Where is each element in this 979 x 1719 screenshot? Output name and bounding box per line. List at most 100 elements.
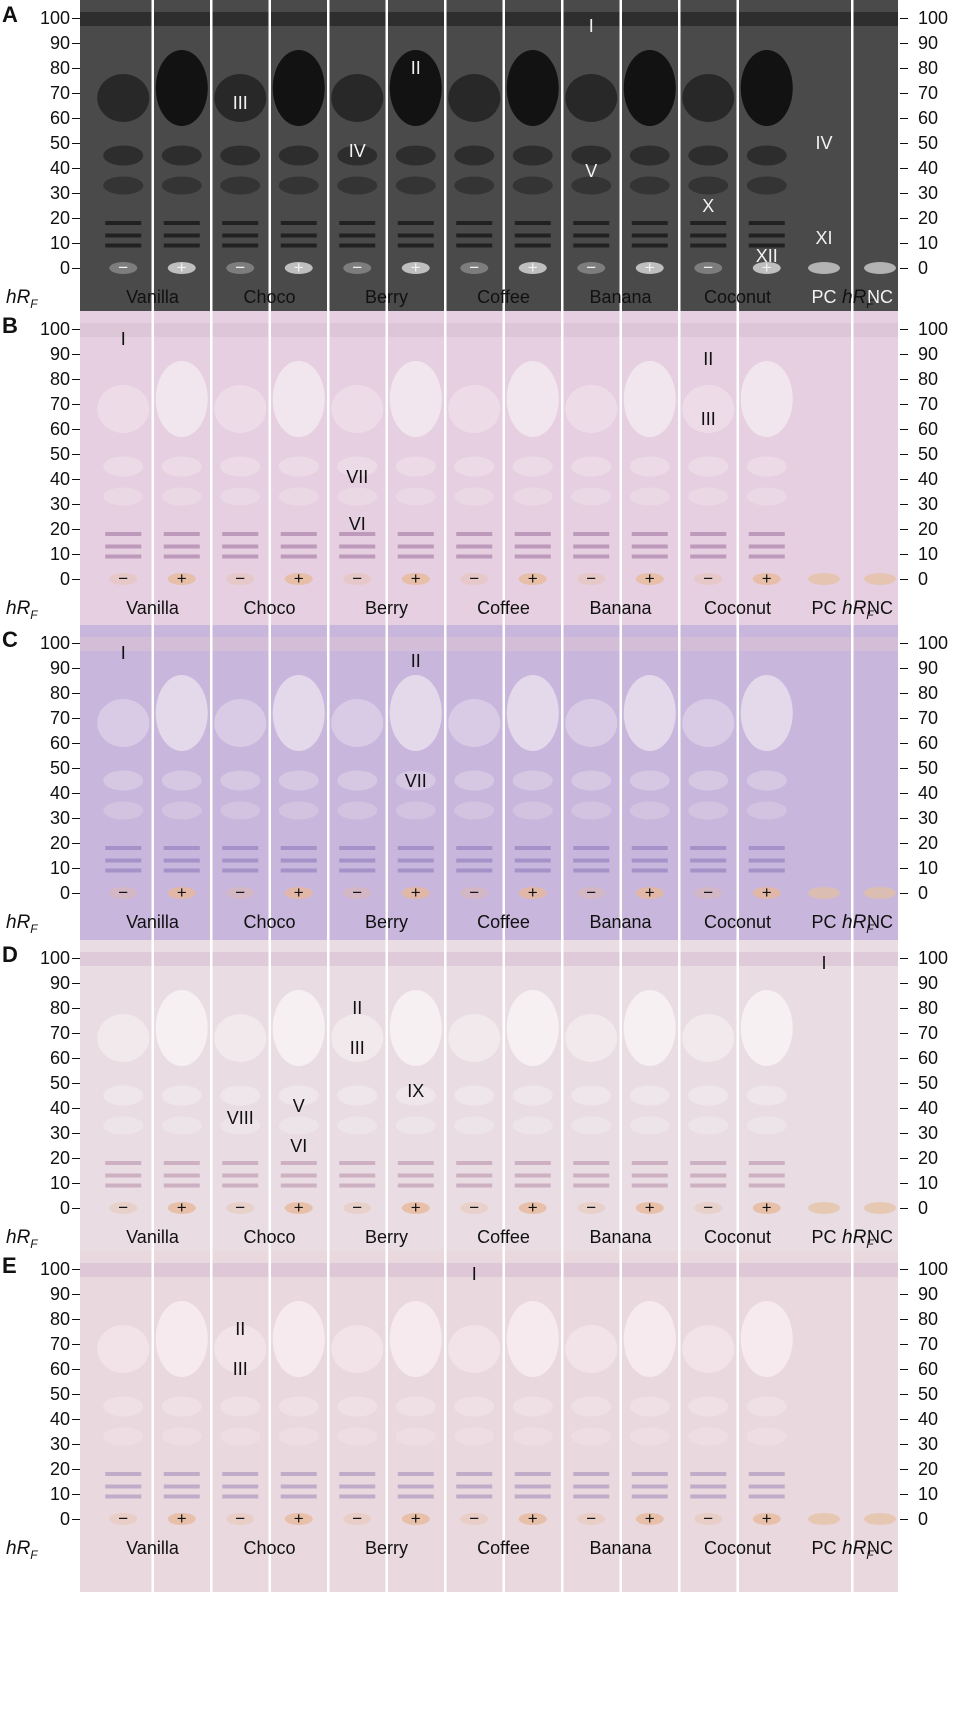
panel-letter: C [2,627,18,652]
tick-mark [900,1133,908,1134]
hrf-label-left: hRF [6,1538,38,1562]
tick-label-left: 30 [49,1123,70,1143]
tick-mark [72,843,80,844]
tick-mark [900,1269,908,1270]
plus-sign: + [176,258,187,277]
tick-label-left: 50 [49,758,70,778]
tick-mark [900,118,908,119]
plate-image [80,940,898,1281]
tick-mark [900,1083,908,1084]
tick-label-left: 90 [49,33,70,53]
tick-mark [900,1294,908,1295]
tick-mark [72,1294,80,1295]
tick-label-right: 60 [918,108,939,128]
tick-mark [900,329,908,330]
tick-label-right: 0 [918,258,929,278]
tick-mark [900,479,908,480]
plus-sign: + [293,569,304,588]
hrf-label-right: hRF [842,1538,874,1562]
tick-label-right: 80 [918,58,939,78]
lane-label: PC [811,1538,837,1558]
tick-mark [900,68,908,69]
tick-mark [72,429,80,430]
tick-label-left: 30 [49,1434,70,1454]
tick-mark [72,404,80,405]
plus-sign: + [410,1509,421,1528]
tick-label-left: 40 [49,158,70,178]
lane-label: Coconut [703,287,772,307]
lane-label: Vanilla [126,598,179,618]
tick-label-right: 20 [918,519,939,539]
tick-label-left: 40 [49,1409,70,1429]
tick-mark [900,268,908,269]
tick-mark [72,868,80,869]
tick-mark [72,668,80,669]
tick-mark [72,1083,80,1084]
plus-sign: + [176,883,187,902]
tick-mark [72,1444,80,1445]
tick-label-right: 90 [918,344,939,364]
panel-E: E 100 100 90 90 80 80 70 70 60 60 50 50 40 40 30 30 20 20 1… [0,1251,979,1592]
minus-sign: − [118,1198,129,1217]
compound-label: IX [407,1080,425,1101]
tick-label-right: 30 [918,1434,939,1454]
lane-label: Berry [364,598,408,618]
lane-label: Banana [589,287,652,307]
tick-label-right: 20 [918,833,939,853]
tick-mark [72,743,80,744]
tick-label-left: 70 [49,83,70,103]
tick-mark [900,1394,908,1395]
tick-label-right: 90 [918,33,939,53]
tick-label-left: 100 [39,319,70,339]
tick-label-left: 20 [49,1148,70,1168]
tick-label-right: 40 [918,158,939,178]
plus-sign: + [176,1509,187,1528]
plate-image [80,1251,898,1592]
tick-label-left: 10 [49,233,70,253]
lane-label: Banana [589,1538,652,1558]
tick-mark [900,554,908,555]
tick-label-right: 30 [918,494,939,514]
tick-label-left: 30 [49,494,70,514]
tick-mark [900,868,908,869]
minus-sign: − [469,1509,480,1528]
lane-label: PC [811,1227,837,1247]
tick-label-left: 60 [49,419,70,439]
minus-sign: − [703,883,714,902]
tick-mark [72,1058,80,1059]
tick-label-left: 100 [39,8,70,28]
plus-sign: + [527,569,538,588]
compound-label: IV [815,133,833,153]
panel-letter: A [2,2,18,27]
plus-sign: + [761,258,772,277]
tick-mark [900,818,908,819]
tick-mark [72,768,80,769]
compound-label: II [410,650,421,671]
tick-mark [900,18,908,19]
minus-sign: − [469,1198,480,1217]
minus-sign: − [352,1509,363,1528]
tick-label-left: 70 [49,394,70,414]
hrf-label-left: hRF [6,912,38,936]
tick-mark [900,579,908,580]
tick-mark [900,354,908,355]
lane-label: NC [867,598,893,618]
plus-sign: + [410,569,421,588]
tick-mark [900,743,908,744]
tick-mark [72,1269,80,1270]
tick-mark [900,93,908,94]
tick-label-left: 10 [49,858,70,878]
lane-label: Coconut [703,1227,772,1247]
tick-label-right: 90 [918,1284,939,1304]
minus-sign: − [586,258,597,277]
tick-label-left: 90 [49,973,70,993]
tick-mark [72,1008,80,1009]
tick-mark [900,768,908,769]
tick-label-right: 0 [918,569,929,589]
lane-label: Vanilla [126,1538,179,1558]
lane-label: Vanilla [126,1227,179,1247]
plate-image [80,625,898,966]
tick-mark [900,1058,908,1059]
panel-D: D 100 100 90 90 80 80 70 70 60 60 50 50 40 40 30 30 20 20 1… [0,940,979,1281]
tick-label-right: 100 [918,633,949,653]
